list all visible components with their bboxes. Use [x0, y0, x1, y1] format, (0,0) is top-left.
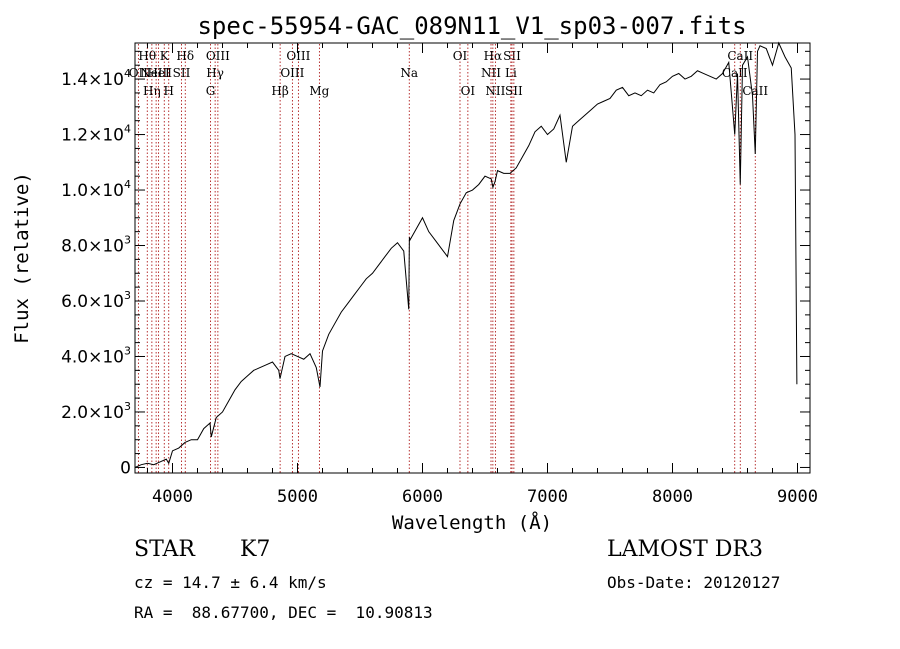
line-label-17: OI [453, 49, 468, 63]
y-tick-label: 2.0×103 [61, 400, 131, 423]
y-tick-label: 1.2×104 [61, 123, 131, 146]
x-axis: 4000 5000 6000 7000 8000 9000 [147, 43, 818, 507]
x-tick-label: 7000 [527, 487, 568, 507]
object-subclass: K7 [240, 537, 271, 562]
x-tick-label: 9000 [777, 487, 818, 507]
line-label-16: Na [400, 66, 418, 80]
x-axis-label: Wavelength (Å) [392, 511, 552, 534]
line-label-5: K [160, 49, 170, 63]
line-label-19: NII [481, 66, 501, 80]
y-tick-label: 1.0×104 [61, 178, 131, 201]
line-label-20: Hα [484, 49, 503, 63]
line-label-12: Hβ [271, 84, 288, 98]
line-label-4: HeI [147, 66, 170, 80]
line-label-22: Li [505, 66, 517, 80]
line-label-24: SII [505, 84, 523, 98]
chart-title: spec-55954-GAC_089N11_V1_sp03-007.fits [197, 12, 746, 40]
redshift-value: cz = 14.7 ± 6.4 km/s [134, 573, 327, 592]
y-tick-label: 8.0×103 [61, 234, 131, 257]
line-label-8: Hδ [176, 49, 194, 63]
y-axis: 0 2.0×103 4.0×103 6.0×103 8.0×103 1.0×104 1.2×… [61, 50, 810, 478]
line-label-14: OIII [286, 49, 310, 63]
x-tick-label: 5000 [277, 487, 318, 507]
line-label-0: OII [129, 66, 149, 80]
line-label-6: H [164, 84, 174, 98]
line-label-23: SII [503, 49, 521, 63]
x-tick-label: 6000 [402, 487, 443, 507]
survey-name: LAMOST DR3 [607, 537, 763, 562]
observation-date: Obs-Date: 20120127 [607, 573, 781, 592]
line-label-15: Mg [309, 84, 329, 98]
line-label-10: Hγ [206, 66, 224, 80]
y-tick-label: 0 [120, 458, 131, 478]
object-class: STAR [134, 537, 195, 562]
spectrum-series-line [134, 41, 798, 468]
y-tick-label: 6.0×103 [61, 289, 131, 312]
y-tick-label: 1.4×104 [61, 67, 131, 90]
line-label-9: G [206, 84, 216, 98]
line-label-7: SII [173, 66, 191, 80]
line-label-21: NII [485, 84, 505, 98]
plot-frame [134, 42, 811, 474]
line-label-26: CaII [727, 49, 753, 63]
coordinates: RA = 88.67700, DEC = 10.90813 [134, 603, 433, 622]
line-label-1: Hθ [138, 49, 156, 63]
x-tick-label: 8000 [652, 487, 693, 507]
spectral-line-markers: OIIHθHηNeIIIHeIKHSIIHδGHγOIIIHβOIIIOIIIM… [129, 44, 768, 473]
x-tick-label: 4000 [152, 487, 193, 507]
y-axis-label: Flux (relative) [11, 172, 33, 344]
line-label-25: CaII [722, 66, 748, 80]
line-label-13: OIII [280, 66, 304, 80]
y-tick-label: 4.0×103 [61, 344, 131, 367]
line-label-2: Hη [143, 84, 161, 98]
line-label-11: OIII [206, 49, 230, 63]
line-label-18: OI [461, 84, 476, 98]
line-label-27: CaII [742, 84, 768, 98]
